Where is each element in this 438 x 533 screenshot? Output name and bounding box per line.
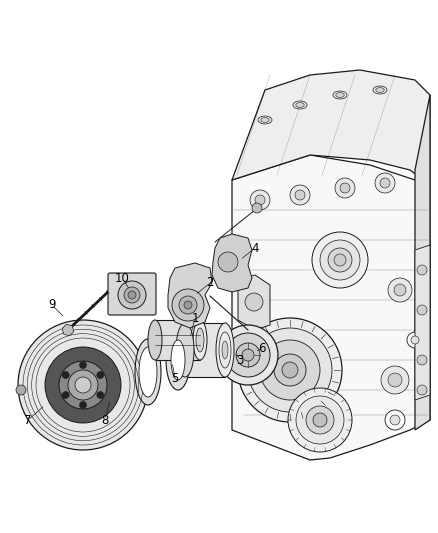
Ellipse shape [193,320,207,360]
Ellipse shape [296,102,304,108]
Circle shape [407,332,423,348]
Circle shape [18,320,148,450]
Ellipse shape [336,93,344,98]
Text: 5: 5 [171,372,179,384]
Polygon shape [232,155,430,460]
Circle shape [340,183,350,193]
Circle shape [218,325,278,385]
Circle shape [320,240,360,280]
Ellipse shape [222,341,228,359]
Circle shape [97,372,104,378]
Bar [185,323,225,377]
Circle shape [335,178,355,198]
Text: 8: 8 [101,414,109,426]
Circle shape [128,291,136,299]
Circle shape [80,401,86,408]
Circle shape [245,293,263,311]
Text: 2: 2 [206,277,214,289]
FancyBboxPatch shape [108,273,156,315]
Text: 1: 1 [191,311,199,325]
Circle shape [306,406,334,434]
Circle shape [45,347,121,423]
Ellipse shape [373,86,387,94]
Ellipse shape [139,347,157,397]
Ellipse shape [171,340,185,380]
Circle shape [334,254,346,266]
Circle shape [97,392,104,399]
Circle shape [179,296,197,314]
Ellipse shape [376,87,384,92]
Ellipse shape [216,323,234,377]
Circle shape [388,278,412,302]
Ellipse shape [176,323,194,377]
Polygon shape [168,263,212,328]
Circle shape [295,190,305,200]
Bar [155,320,200,360]
Circle shape [124,287,140,303]
Circle shape [172,289,204,321]
Circle shape [218,252,238,272]
Circle shape [260,340,320,400]
Circle shape [68,370,98,400]
Polygon shape [238,275,270,330]
Ellipse shape [293,101,307,109]
Circle shape [248,328,332,412]
Polygon shape [62,324,74,336]
Text: 10: 10 [115,271,130,285]
Circle shape [385,410,405,430]
Circle shape [242,349,254,361]
Circle shape [417,385,427,395]
Circle shape [250,190,270,210]
Circle shape [290,185,310,205]
Circle shape [288,388,352,452]
Circle shape [255,195,265,205]
Circle shape [62,372,69,378]
Circle shape [390,415,400,425]
Circle shape [381,366,409,394]
Text: 9: 9 [48,298,56,311]
Circle shape [411,336,419,344]
Text: 3: 3 [237,353,244,367]
Circle shape [118,281,146,309]
Circle shape [75,377,91,393]
Ellipse shape [148,320,162,360]
Text: 4: 4 [251,241,259,254]
Polygon shape [415,95,430,430]
Ellipse shape [258,116,272,124]
Circle shape [313,413,327,427]
Circle shape [236,343,260,367]
Circle shape [62,392,69,399]
Ellipse shape [333,91,347,99]
Ellipse shape [135,339,161,405]
Circle shape [274,354,306,386]
Circle shape [59,361,107,409]
Circle shape [282,362,298,378]
Circle shape [388,373,402,387]
Circle shape [256,306,264,314]
Polygon shape [415,245,430,400]
Circle shape [296,396,344,444]
Circle shape [417,305,427,315]
Text: 7: 7 [24,414,32,426]
Circle shape [226,333,270,377]
Ellipse shape [261,118,269,123]
Circle shape [417,355,427,365]
Circle shape [394,284,406,296]
Polygon shape [232,70,430,185]
Circle shape [417,265,427,275]
Circle shape [312,232,368,288]
Circle shape [380,178,390,188]
Circle shape [80,361,86,368]
Circle shape [252,302,268,318]
Circle shape [238,318,342,422]
Circle shape [16,385,26,395]
Polygon shape [212,234,252,292]
Text: 6: 6 [258,342,266,354]
Circle shape [375,173,395,193]
Ellipse shape [166,330,190,390]
Ellipse shape [196,328,204,352]
Circle shape [184,301,192,309]
Circle shape [328,248,352,272]
Circle shape [252,203,262,213]
